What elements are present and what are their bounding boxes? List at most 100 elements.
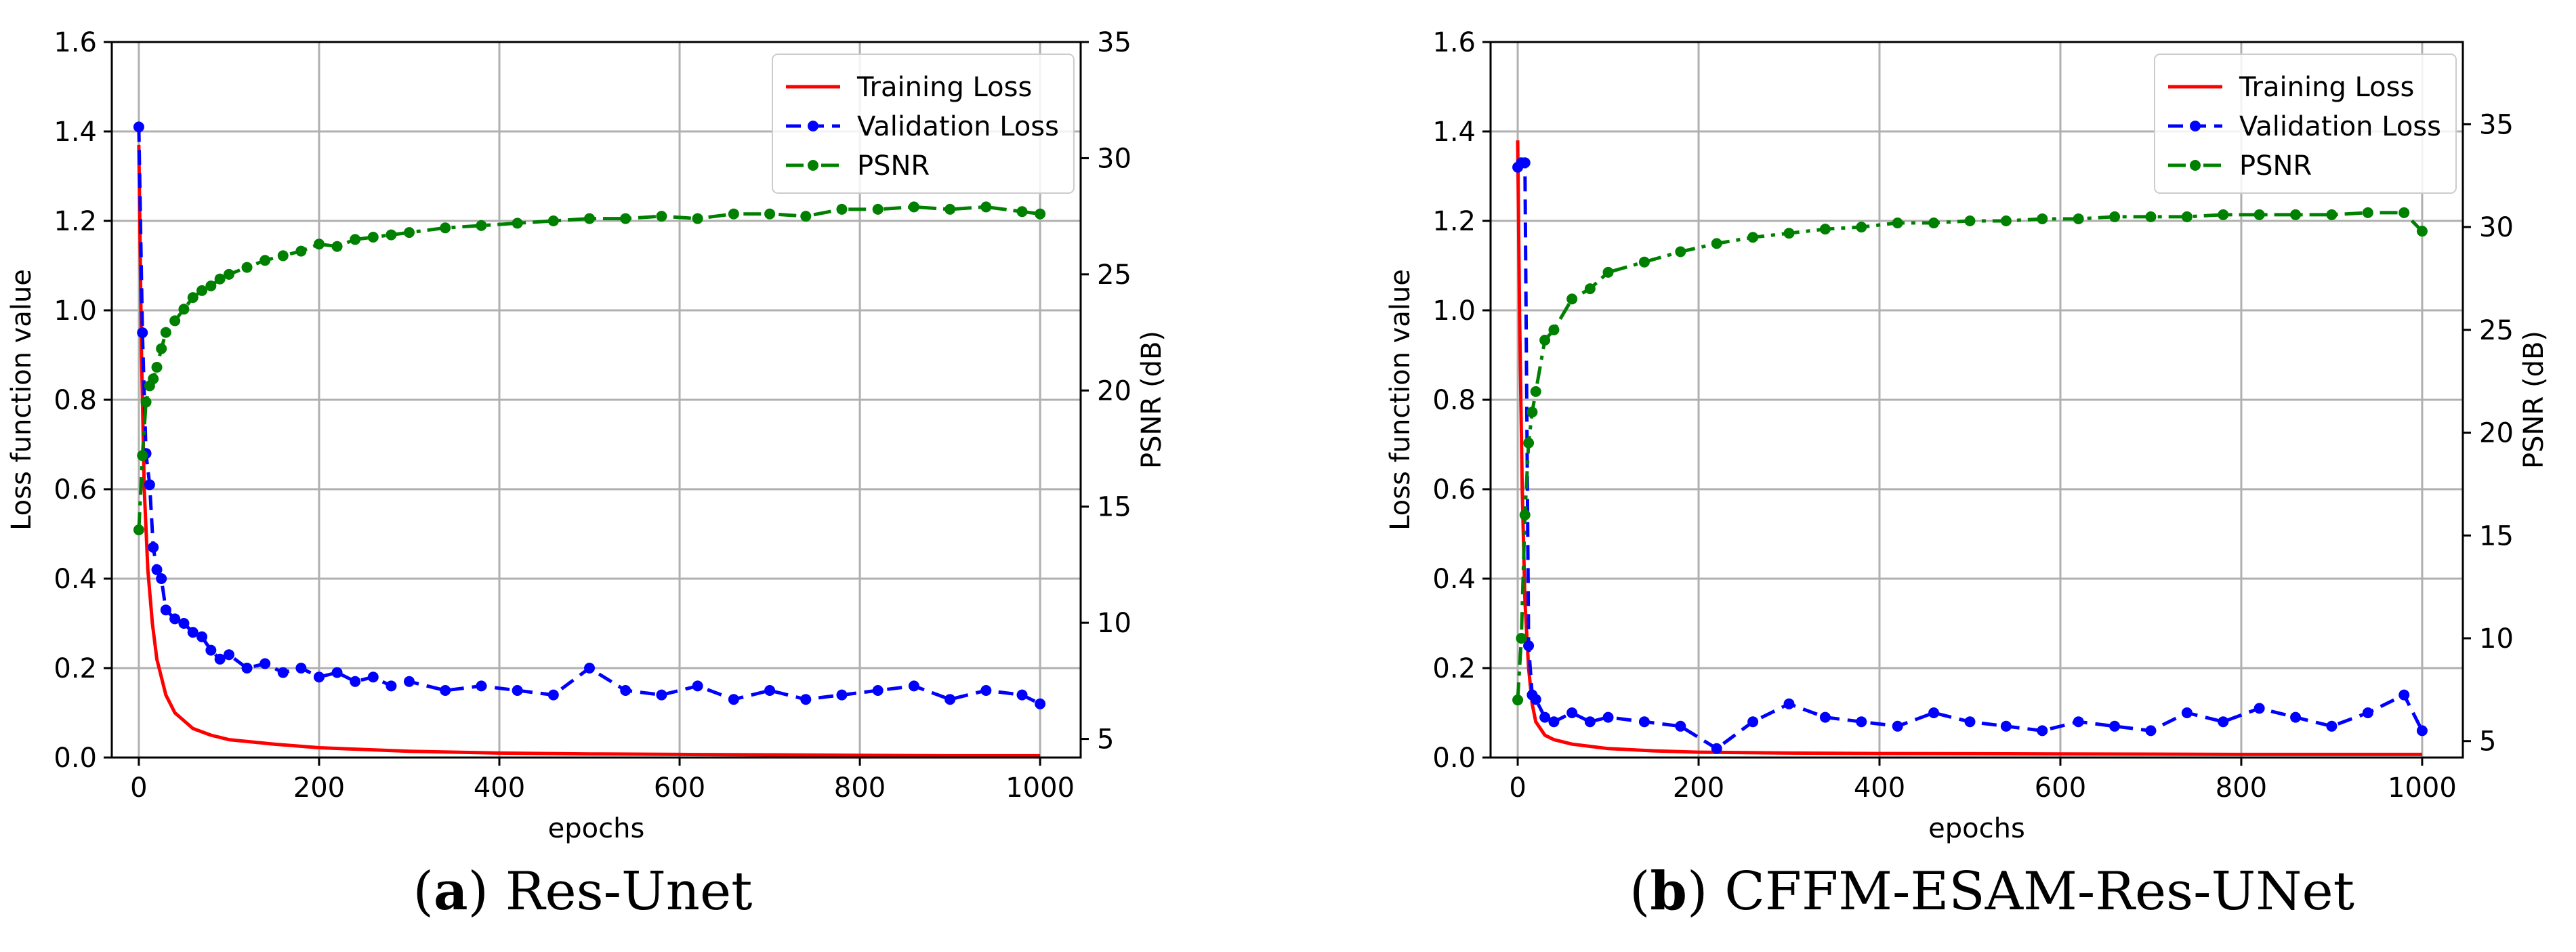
data-point bbox=[1548, 716, 1560, 728]
y2-tick-label: 25 bbox=[1097, 260, 1131, 291]
data-point bbox=[295, 663, 307, 674]
y-tick-label: 0.8 bbox=[1432, 385, 1476, 416]
data-point bbox=[156, 573, 167, 584]
data-point bbox=[160, 327, 171, 338]
data-point bbox=[205, 281, 217, 291]
data-point bbox=[148, 541, 159, 553]
data-point bbox=[160, 604, 171, 616]
data-point bbox=[764, 685, 776, 696]
data-point bbox=[178, 618, 190, 629]
data-point bbox=[196, 285, 208, 296]
data-point bbox=[403, 676, 415, 687]
data-point bbox=[367, 232, 379, 243]
data-point bbox=[1856, 716, 1867, 728]
data-point bbox=[944, 694, 956, 705]
data-point bbox=[1530, 694, 1541, 705]
data-point bbox=[2000, 215, 2012, 226]
data-point bbox=[277, 250, 289, 262]
x-tick-label: 600 bbox=[654, 772, 705, 804]
y-tick-label: 0.6 bbox=[54, 474, 97, 505]
y-tick-label: 1.6 bbox=[1432, 27, 1476, 58]
y-tick-label: 0.8 bbox=[54, 385, 97, 416]
data-point bbox=[144, 479, 155, 491]
y2-tick-label: 10 bbox=[2479, 623, 2514, 655]
data-point bbox=[2181, 211, 2193, 222]
y2-tick-label: 35 bbox=[2479, 109, 2514, 140]
data-point bbox=[1675, 720, 1686, 732]
data-point bbox=[350, 234, 361, 245]
x-axis-label: epochs bbox=[548, 813, 645, 844]
data-point bbox=[214, 273, 226, 285]
y-tick-label: 1.4 bbox=[1432, 117, 1476, 148]
data-point bbox=[1892, 218, 1903, 229]
data-point bbox=[151, 564, 163, 575]
y-tick-label: 1.2 bbox=[54, 206, 97, 237]
data-point bbox=[1512, 695, 1524, 706]
data-point bbox=[137, 327, 148, 338]
data-point bbox=[140, 396, 152, 408]
data-point bbox=[1819, 711, 1831, 723]
data-point bbox=[800, 694, 812, 705]
data-point bbox=[178, 304, 190, 315]
legend-label: PSNR bbox=[2239, 150, 2312, 182]
y-tick-label: 1.2 bbox=[1432, 206, 1476, 237]
data-point bbox=[1016, 206, 1028, 218]
data-point bbox=[1530, 386, 1541, 397]
data-point bbox=[223, 649, 234, 661]
caption-b: (b) CFFM-ESAM-Res-UNet bbox=[1629, 861, 2355, 922]
y2-tick-label: 15 bbox=[2479, 520, 2514, 552]
y2-tick-label: 15 bbox=[1097, 492, 1131, 523]
data-point bbox=[476, 680, 487, 692]
data-point bbox=[1602, 711, 1614, 723]
data-point bbox=[1928, 218, 1940, 229]
data-point bbox=[1638, 716, 1650, 728]
data-point bbox=[1016, 689, 1028, 701]
series-group bbox=[133, 121, 1046, 758]
data-point bbox=[836, 689, 848, 701]
data-point bbox=[1566, 293, 1578, 305]
data-point bbox=[277, 667, 289, 678]
data-point bbox=[169, 613, 181, 625]
data-point bbox=[1584, 283, 1596, 295]
data-point bbox=[2181, 707, 2193, 718]
series-line-psnr bbox=[137, 205, 1041, 531]
data-point bbox=[2253, 209, 2265, 220]
x-tick-label: 800 bbox=[834, 772, 886, 804]
legend-label: Validation Loss bbox=[857, 111, 1059, 142]
data-point bbox=[2416, 226, 2428, 237]
data-point bbox=[2145, 725, 2157, 737]
y-axis-label: Loss function value bbox=[6, 269, 37, 531]
legend-marker bbox=[808, 121, 818, 131]
data-point bbox=[2218, 209, 2229, 220]
data-point bbox=[1539, 335, 1551, 346]
legend-marker bbox=[808, 160, 818, 171]
data-point bbox=[331, 667, 343, 678]
y2-axis-label: PSNR (dB) bbox=[1136, 331, 1167, 469]
data-point bbox=[259, 658, 271, 669]
data-point bbox=[1964, 716, 1976, 728]
series-line-training-loss bbox=[1516, 140, 2422, 756]
data-point bbox=[1539, 711, 1551, 723]
data-point bbox=[1602, 266, 1614, 278]
y2-tick-label: 35 bbox=[1097, 27, 1131, 58]
data-point bbox=[187, 627, 199, 638]
data-point bbox=[1523, 640, 1535, 651]
legend-marker bbox=[2190, 160, 2201, 171]
legend-label: PSNR bbox=[857, 150, 930, 182]
data-point bbox=[2037, 213, 2048, 224]
data-point bbox=[2326, 720, 2338, 732]
data-point bbox=[1711, 743, 1722, 754]
data-point bbox=[137, 450, 148, 461]
data-point bbox=[1675, 246, 1686, 257]
data-point bbox=[2290, 711, 2302, 723]
data-point bbox=[980, 201, 992, 213]
data-point bbox=[908, 201, 919, 213]
data-point bbox=[800, 211, 812, 222]
data-point bbox=[1519, 509, 1531, 520]
y-tick-label: 1.4 bbox=[54, 117, 97, 148]
data-point bbox=[1638, 256, 1650, 268]
data-point bbox=[2398, 207, 2410, 218]
data-point bbox=[1964, 215, 1976, 226]
y-tick-label: 0.2 bbox=[1432, 653, 1476, 684]
data-point bbox=[584, 663, 596, 674]
